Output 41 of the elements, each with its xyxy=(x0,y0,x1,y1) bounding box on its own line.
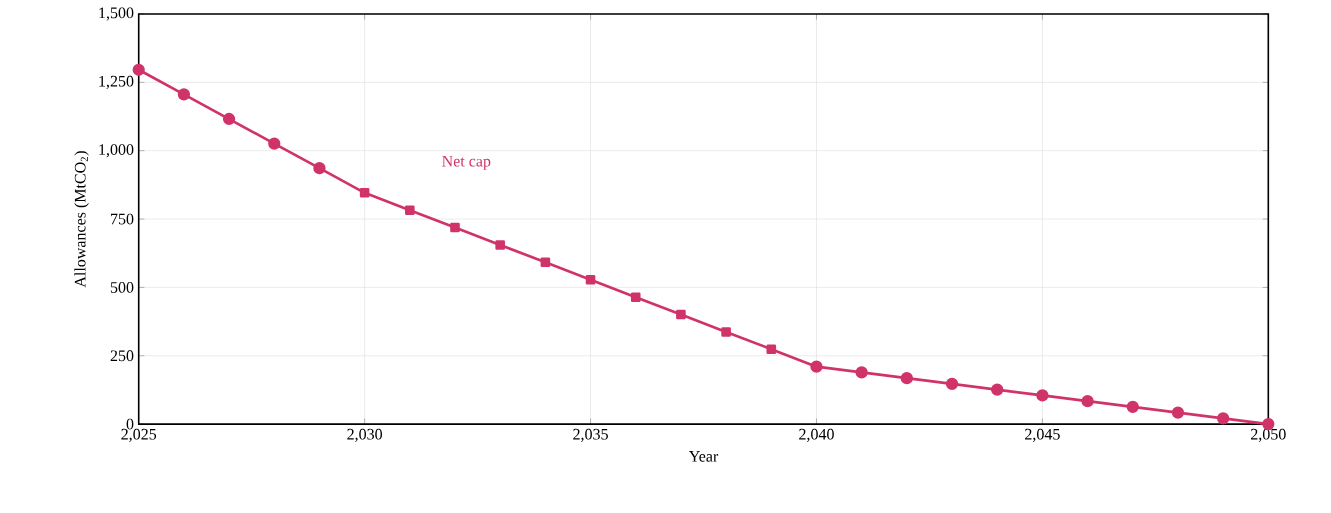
y-tick-label: 250 xyxy=(110,350,134,361)
point xyxy=(405,205,415,215)
point xyxy=(1081,394,1094,408)
point xyxy=(945,377,959,390)
point xyxy=(313,161,326,175)
y-tick-label: 1,500 xyxy=(99,7,134,21)
point xyxy=(766,344,777,354)
point xyxy=(1171,406,1185,419)
point xyxy=(991,383,1004,396)
point xyxy=(132,63,145,76)
x-tick-label: 2,035 xyxy=(573,428,608,442)
point xyxy=(450,222,460,233)
y-tick-label: 750 xyxy=(111,213,134,225)
point xyxy=(630,292,641,302)
point xyxy=(900,371,913,385)
y-tick-label: 0 xyxy=(126,418,134,430)
point xyxy=(268,137,281,150)
point xyxy=(855,366,868,379)
x-axis-title: Year xyxy=(688,450,719,462)
y-tick-label: 1,250 xyxy=(99,75,134,89)
y-tick-label: 500 xyxy=(110,281,134,293)
point xyxy=(222,112,236,125)
x-tick-label: 2,030 xyxy=(347,428,383,442)
point xyxy=(359,187,370,198)
point xyxy=(1036,389,1049,402)
x-tick-label: 2,040 xyxy=(799,428,834,442)
x-tick-label: 2,045 xyxy=(1025,428,1060,442)
y-axis-title: Allowances (MtCO$_{2}$) xyxy=(74,150,89,288)
point xyxy=(810,360,823,373)
annotation: Net cap xyxy=(442,155,491,170)
point xyxy=(721,326,731,337)
x-tick-label: 2,050 xyxy=(1251,428,1286,442)
point xyxy=(177,88,191,101)
point xyxy=(540,257,551,267)
point xyxy=(585,274,596,285)
point xyxy=(1216,412,1230,425)
point xyxy=(676,309,686,320)
point xyxy=(1126,400,1139,413)
x-tick-label: 2,025 xyxy=(121,428,157,442)
y-tick-label: 1,000 xyxy=(99,143,134,158)
point xyxy=(495,239,505,250)
